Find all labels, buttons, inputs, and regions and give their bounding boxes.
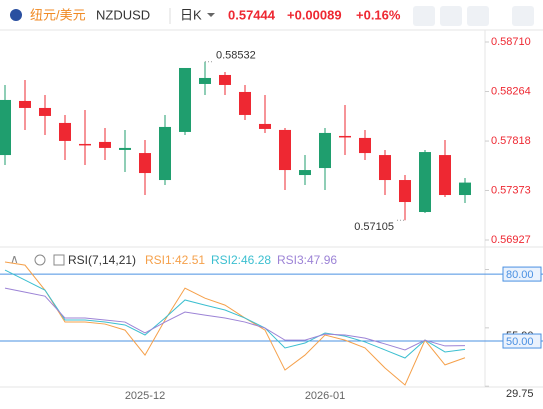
tool-button[interactable] <box>467 6 489 26</box>
y-tick-label: 0.58710 <box>491 36 531 48</box>
y-tick-label: 29.75 <box>506 388 534 400</box>
price: 0.57444 <box>228 7 276 22</box>
annotation: 0.57105 <box>354 221 394 233</box>
period-dropdown[interactable] <box>207 13 215 17</box>
candle-body <box>219 74 231 85</box>
y-tick-label: 0.56927 <box>491 234 531 246</box>
candle-body <box>199 77 211 84</box>
annotation: 0.58532 <box>216 50 256 62</box>
change: +0.00089 <box>287 7 342 22</box>
level-label: 50.00 <box>506 336 534 348</box>
candle-body <box>79 143 91 146</box>
y-tick-label: 0.57373 <box>491 184 531 196</box>
candle-body <box>319 132 331 169</box>
candle-body <box>59 122 71 141</box>
candle-body <box>439 155 451 196</box>
candle-body <box>359 137 371 154</box>
level-label-box <box>502 266 542 282</box>
candle-body <box>399 180 411 203</box>
change-pct: +0.16% <box>356 7 401 22</box>
y-tick-label: 0.57818 <box>491 135 531 147</box>
candle-body <box>99 141 111 148</box>
candle-body <box>299 170 311 176</box>
rsi-line <box>4 261 466 386</box>
candle-body <box>179 67 191 132</box>
rsi-line <box>4 269 466 359</box>
legend-entry: RSI2:46.28 <box>211 253 271 267</box>
candle-body <box>279 129 291 171</box>
candle-body <box>339 135 351 138</box>
candle-body <box>19 100 31 108</box>
tool-button[interactable] <box>440 6 462 26</box>
y-tick-label: 0.58264 <box>491 85 531 97</box>
candle-body <box>119 147 131 150</box>
candle-body <box>379 155 391 181</box>
candle-body <box>419 152 431 213</box>
pair-name: 纽元/美元 <box>30 7 86 22</box>
candle-body <box>139 153 151 174</box>
collapse-icon[interactable]: ∧ <box>10 252 19 266</box>
rsi-title: RSI(7,14,21) <box>68 253 136 267</box>
tool-button[interactable] <box>413 6 435 26</box>
level-label: 80.00 <box>506 269 534 281</box>
legend-entry: RSI1:42.51 <box>145 253 205 267</box>
indicator-icon[interactable] <box>53 254 65 266</box>
candle-body <box>159 126 171 181</box>
legend-entry: RSI3:47.96 <box>277 253 337 267</box>
candle-body <box>239 91 251 115</box>
candle-body <box>259 123 271 129</box>
x-tick-label: 2025-12 <box>125 390 165 402</box>
candle-body <box>459 182 471 196</box>
rsi-line <box>4 287 466 351</box>
level-label-box <box>502 333 542 349</box>
x-tick-label: 2026-01 <box>305 390 345 402</box>
candle-body <box>39 107 51 116</box>
fullscreen-button[interactable] <box>512 6 534 26</box>
candle-body <box>0 99 11 156</box>
flag-icon <box>10 9 22 21</box>
symbol: NZDUSD <box>96 7 150 22</box>
settings-icon[interactable] <box>34 254 46 266</box>
period[interactable]: 日K <box>180 7 202 22</box>
